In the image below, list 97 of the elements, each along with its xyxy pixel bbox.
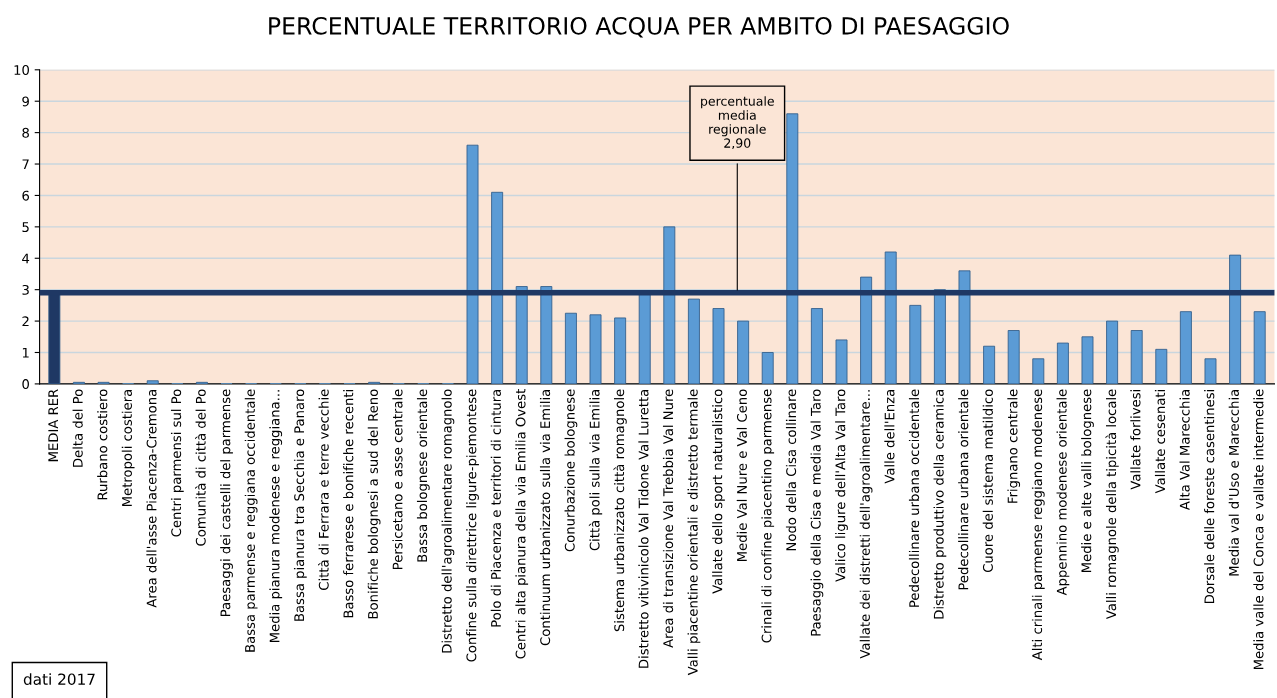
x-tick-label: Dorsale delle foreste casentinesi bbox=[1204, 390, 1215, 604]
ref-line-label: percentuale media regionale 2,90 bbox=[701, 96, 774, 150]
x-tick-label: Città di Ferrara e terre vecchie bbox=[318, 389, 329, 590]
bar bbox=[466, 144, 479, 384]
bar bbox=[1130, 330, 1143, 384]
x-tick-label: Sistema urbanizzato città romagnole bbox=[613, 389, 627, 632]
bar bbox=[1007, 330, 1020, 384]
y-tick-label: 10 bbox=[14, 65, 29, 75]
x-tick-label: Vallate dello sport naturalistico bbox=[712, 389, 725, 594]
x-tick-label: Medie Val Nure e Val Ceno bbox=[736, 389, 747, 561]
x-tick-label: Distretto vitivinicolo Val Tidone Val Luretta bbox=[638, 389, 649, 668]
x-tick-label: Centri alta pianura della via Emilia Ovest bbox=[515, 389, 529, 659]
y-tick-label: 4 bbox=[22, 253, 30, 264]
x-tick-label: Polo di Piacenza e territori di cintura bbox=[490, 389, 501, 627]
x-tick-label: Centri parmensi sul Po bbox=[170, 389, 184, 537]
x-tick-label: Rurbano costiero bbox=[97, 389, 108, 500]
y-tick-label: 5 bbox=[22, 222, 29, 233]
x-tick-label: Paesaggio della Cisa e media Val Taro bbox=[810, 389, 824, 636]
x-tick-label: Conurbazione bolognese bbox=[564, 389, 578, 552]
x-tick-label: Valle dell'Enza bbox=[884, 389, 895, 484]
bar bbox=[884, 251, 897, 384]
bar bbox=[663, 226, 676, 384]
x-tick-label: Bassa parmense e reggiana occidentale bbox=[244, 389, 258, 652]
bar bbox=[1229, 254, 1242, 384]
bar bbox=[1032, 358, 1045, 384]
x-tick-label: Delta del Po bbox=[72, 389, 83, 467]
bar bbox=[1179, 311, 1192, 384]
y-tick-label: 7 bbox=[22, 159, 29, 170]
x-tick-label: Pedecollinare urbana occidentale bbox=[908, 389, 920, 607]
x-tick-label: Alta Val Marecchia bbox=[1179, 389, 1190, 511]
bar bbox=[1204, 358, 1217, 384]
bar bbox=[491, 191, 504, 384]
y-tick-label: 9 bbox=[22, 96, 29, 107]
x-tick-label: Valli piacentine orientali e distretto termale bbox=[687, 389, 701, 676]
x-tick-label: Pedecollinare urbana orientale bbox=[958, 389, 969, 590]
bar bbox=[860, 276, 873, 384]
y-tick-label: 6 bbox=[22, 190, 30, 201]
x-tick-label: Media valle del Conca e vallate intermedie bbox=[1253, 389, 1264, 670]
x-tick-label: Valli romagnole della tipicità locale bbox=[1105, 389, 1119, 620]
y-tick-label: 2 bbox=[22, 316, 29, 327]
x-tick-label: Bonifiche bolognesi a sud del Reno bbox=[367, 389, 381, 619]
x-tick-label: Frignano centrale bbox=[1007, 389, 1021, 503]
bar bbox=[958, 270, 971, 384]
text: dati 2017 bbox=[23, 673, 95, 685]
x-tick-label: Metropoli costiera bbox=[121, 389, 135, 506]
x-tick-label: Comunità di città del Po bbox=[195, 389, 206, 546]
x-tick-label: MEDIA RER bbox=[48, 389, 58, 462]
bar bbox=[712, 308, 725, 384]
bar bbox=[933, 289, 946, 384]
bar bbox=[786, 113, 799, 384]
x-tick-label: Media val d'Uso e Marecchia bbox=[1228, 389, 1239, 576]
x-tick-label: Crinali di confine piacentino parmense bbox=[761, 389, 775, 643]
x-tick-label: Basso ferrarese e bonifiche recenti bbox=[343, 390, 354, 618]
x-tick-label: Bassa bolognese orientale bbox=[416, 389, 430, 562]
x-tick-label: Vallate forlivesi bbox=[1130, 390, 1141, 490]
x-tick-label: Nodo della Cisa collinare bbox=[785, 389, 797, 551]
bar bbox=[835, 339, 848, 384]
x-tick-label: Appennino modenese orientale bbox=[1056, 389, 1070, 596]
bar bbox=[1081, 336, 1094, 384]
y-tick-label: 0 bbox=[22, 379, 29, 390]
x-tick-label: Città poli sulla via Emilia bbox=[588, 389, 603, 551]
bar bbox=[1155, 348, 1168, 384]
x-tick-label: Valico ligure dell'Alta Val Taro bbox=[835, 389, 848, 582]
x-tick-label: Alti crinali parmense reggiano modenese bbox=[1031, 389, 1045, 661]
bar bbox=[1056, 342, 1069, 384]
x-tick-label: Persicetano e asse centrale bbox=[392, 389, 403, 569]
x-tick-label: Medie e alte valli bolognese bbox=[1081, 389, 1094, 572]
bar bbox=[589, 314, 602, 384]
bar bbox=[540, 286, 553, 384]
x-tick-label: Bassa pianura tra Secchia e Panaro bbox=[293, 389, 307, 621]
x-tick-label: Paesaggi dei castelli del parmense bbox=[220, 389, 233, 616]
x-tick-label: Distretto dell'agroalimentare romagnolo bbox=[441, 389, 455, 653]
bar bbox=[909, 304, 922, 384]
x-tick-label: Vallate dei distretti dell'agroalimentare... bbox=[859, 390, 873, 659]
bar bbox=[515, 286, 528, 384]
y-tick-label: 1 bbox=[22, 347, 29, 358]
bar bbox=[737, 320, 750, 384]
bar bbox=[146, 380, 159, 384]
bar bbox=[761, 352, 774, 384]
x-tick-label: Continuum urbanizzato sulla via Emilia bbox=[539, 389, 551, 646]
bar bbox=[1106, 320, 1119, 384]
bar bbox=[687, 298, 700, 384]
bar bbox=[1253, 311, 1266, 384]
x-tick-label: Media pianura modenese e reggiana... bbox=[269, 390, 283, 643]
bar bbox=[810, 308, 823, 384]
x-tick-label: Distretto produttivo della ceramica bbox=[933, 389, 947, 619]
x-tick-label: Area dell'asse Piacenza-Cremona bbox=[146, 389, 157, 608]
chart-title: PERCENTUALE TERRITORIO ACQUA PER AMBITO DI PAESAGGIO bbox=[269, 16, 1009, 38]
x-tick-label: Vallate cesenati bbox=[1154, 390, 1166, 494]
bar bbox=[614, 317, 627, 384]
y-tick-label: 3 bbox=[22, 284, 29, 295]
y-tick-label: 8 bbox=[22, 127, 29, 138]
bar bbox=[564, 312, 577, 384]
x-tick-label: Confine sulla direttrice ligure-piemontese bbox=[466, 389, 479, 662]
x-tick-label: Cuore del sistema matildico bbox=[982, 389, 993, 573]
x-tick-label: Area di transizione Val Trebbia Val Nure bbox=[662, 389, 674, 648]
bar bbox=[983, 345, 996, 384]
